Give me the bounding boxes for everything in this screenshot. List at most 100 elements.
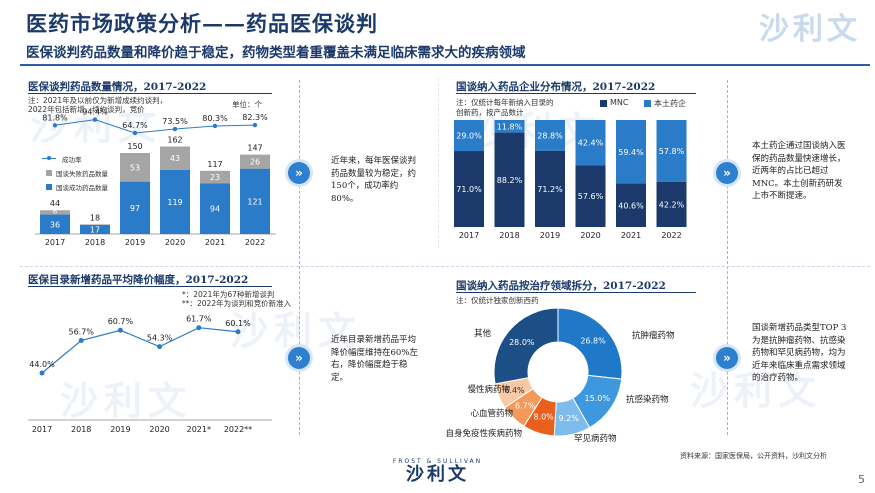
bar-success xyxy=(200,183,230,234)
watermark: 沙利文 xyxy=(690,369,823,413)
rate-label: 73.5% xyxy=(162,117,188,126)
bar-label-fail: 43 xyxy=(170,154,180,163)
price-point xyxy=(78,337,84,343)
bar-success xyxy=(80,224,110,234)
legend-swatch-success xyxy=(46,184,52,190)
bar-label-local: 29.0% xyxy=(456,132,482,141)
bar-label-mnc: 71.0% xyxy=(456,185,482,194)
price-label: 60.7% xyxy=(108,317,134,326)
rate-label: 94.4% xyxy=(82,108,108,117)
bar-mnc xyxy=(535,150,565,227)
slice-name-label: 抗感染药物 xyxy=(626,394,669,405)
rate-point xyxy=(252,122,258,128)
bar-success xyxy=(40,214,70,234)
bar-label-fail: 1 xyxy=(93,218,97,226)
price-label: 56.7% xyxy=(68,327,94,336)
rate-point xyxy=(92,117,98,122)
divider-right xyxy=(727,80,728,435)
nego-note-1: 注：2021年及以前仅为新增成续约谈判， xyxy=(28,96,168,105)
bar-fail xyxy=(160,146,190,170)
price-note-2: **：2022年为谈判和竞价新准入 xyxy=(182,299,292,308)
company-note-1: 注：仅统计每年新纳入目录的 xyxy=(456,98,554,107)
slice-name-label: 心血管药物 xyxy=(470,408,513,419)
rate-line xyxy=(54,119,256,134)
bar-mnc xyxy=(454,151,484,227)
bar-total-label: 162 xyxy=(167,136,182,145)
rate-point xyxy=(52,123,58,128)
page-subtitle: 医保谈判药品数量和降价趋于稳定，药物类型着重覆盖未满足临床需求大的疾病领域 xyxy=(26,45,526,61)
x-tick-label: 2022** xyxy=(224,425,252,434)
slice-name-label: 慢性病药物 xyxy=(467,384,510,395)
company-panel-title: 国谈纳入药品企业分布情况，2017-2022 xyxy=(456,81,656,93)
bar-label-success: 97 xyxy=(130,204,140,213)
page-title: 医药市场政策分析——药品医保谈判 xyxy=(26,11,378,36)
x-tick-label: 2020 xyxy=(149,425,169,434)
price-label: 60.1% xyxy=(225,319,251,328)
footer-brand-en: FROST & SULLIVAN xyxy=(392,458,483,465)
therapy-note: 注：仅统计独家创新西药 xyxy=(456,296,539,305)
legend-dot-swatch xyxy=(47,156,51,160)
therapy-title-underline xyxy=(456,292,696,293)
bar-label-fail: 26 xyxy=(250,158,260,167)
x-tick-label: 2017 xyxy=(32,425,52,434)
bar-label-success: 121 xyxy=(247,197,262,206)
brand-logo-top: 沙利文 xyxy=(759,12,861,47)
legend-swatch-mnc xyxy=(600,100,607,107)
legend-item-rate: 成功率 xyxy=(42,153,132,165)
rate-point xyxy=(132,130,138,136)
bar-total-label: 44 xyxy=(50,199,60,208)
x-tick-label: 2021* xyxy=(187,425,211,434)
legend-label-rate: 成功率 xyxy=(62,156,82,164)
bar-mnc xyxy=(616,183,646,227)
therapy-chart: 26.8% 抗肿瘤药物 15.0% 抗感染药物 9.2% 罕见病药物 8.0% 自身免疫性疾病… xyxy=(445,307,675,444)
price-point xyxy=(39,370,45,376)
slice-value-label: 28.0% xyxy=(509,338,535,347)
legend-item-fail: 国谈失败药品数量 xyxy=(42,167,132,181)
bar-label-local: 28.8% xyxy=(537,131,563,140)
x-tick-label: 2018 xyxy=(499,231,519,240)
x-tick-label: 2018 xyxy=(85,238,105,247)
slice-name-label: 其他 xyxy=(474,328,492,339)
bar-fail xyxy=(200,170,230,184)
bar-label-success: 17 xyxy=(90,225,100,234)
watermark: 沙利文 xyxy=(230,309,363,353)
x-tick-label: 2020 xyxy=(165,238,185,247)
price-point xyxy=(235,329,241,335)
rate-point xyxy=(212,123,218,129)
bar-mnc xyxy=(656,181,687,227)
price-panel-title: 医保目录新增药品平均降价幅度，2017-2022 xyxy=(28,274,249,286)
nego-legend: 成功率 国谈失败药品数量 国谈成功药品数量 xyxy=(42,153,132,195)
x-tick-label: 2017 xyxy=(45,238,65,247)
price-point xyxy=(196,325,202,331)
bar-total-label: 117 xyxy=(207,160,222,169)
donut-slice xyxy=(493,307,559,385)
therapy-side-text: 国谈新增药品类型TOP 3为是抗肿瘤药物、抗感染药物和罕见病药物，均为近年来临床… xyxy=(752,323,847,383)
legend-swatch-local xyxy=(644,100,651,107)
slice-value-label: 6.4% xyxy=(504,386,525,395)
footer-logo: FROST & SULLIVAN 沙利文 xyxy=(0,458,875,485)
company-side-text: 本土药企通过国谈纳入医保的药品数量快速增长，近两年的占比已超过MNC。本土创新药… xyxy=(752,141,846,201)
bar-local xyxy=(535,120,565,151)
bar-success xyxy=(240,168,270,234)
rate-label: 82.3% xyxy=(242,113,268,122)
slice-name-label: 抗肿瘤药物 xyxy=(632,330,675,341)
price-label: 61.7% xyxy=(186,315,212,324)
x-tick-label: 2020 xyxy=(580,231,600,240)
slice-value-label: 8.0% xyxy=(533,413,554,422)
bar-success xyxy=(160,169,190,234)
rate-label: 64.7% xyxy=(122,121,148,130)
page-number: 5 xyxy=(858,473,865,486)
nego-side-text: 近年来，每年医保谈判药品数量较为稳定，约150个，成功率约80%。 xyxy=(331,156,417,204)
legend-label-fail: 国谈失败药品数量 xyxy=(56,170,108,178)
legend-label-success: 国谈成功药品数量 xyxy=(56,184,108,192)
bar-mnc xyxy=(494,132,525,227)
x-tick-label: 2022 xyxy=(245,238,265,247)
x-tick-label: 2018 xyxy=(71,425,91,434)
bar-success xyxy=(120,181,150,234)
therapy-panel-title: 国谈纳入药品按治疗领域拆分，2017-2022 xyxy=(456,280,666,292)
source-note: 资料来源：国家医保局，公开资料，沙利文分析 xyxy=(680,452,827,460)
bar-label-local: 57.8% xyxy=(659,147,685,156)
nego-note-2: 2022年包括新增、续约谈判，竞价 xyxy=(28,105,145,114)
divider-horizontal xyxy=(20,266,870,267)
company-title-underline xyxy=(456,93,696,94)
